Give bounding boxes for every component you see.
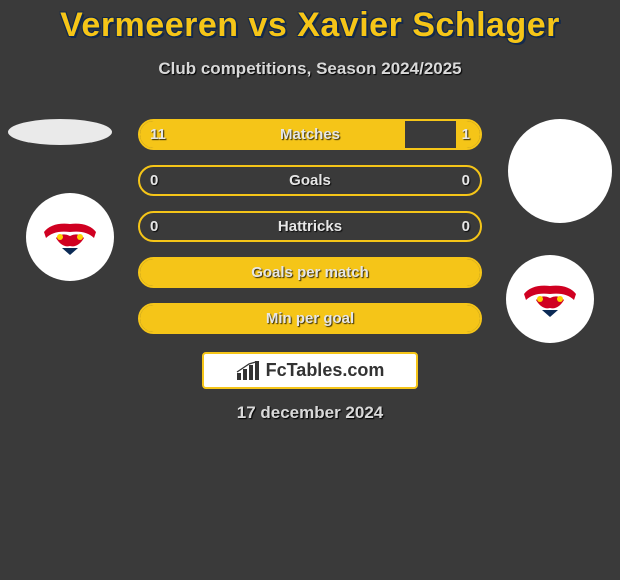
page-title: Vermeeren vs Xavier Schlager: [0, 0, 620, 45]
stat-bar: Goals per match: [138, 257, 482, 288]
player-left-avatar: [8, 119, 112, 145]
stat-label: Goals: [140, 167, 480, 194]
club-right-badge: [506, 255, 594, 343]
branding-text: FcTables.com: [266, 360, 385, 381]
date-label: 17 december 2024: [0, 403, 620, 423]
stat-bar: 11 Matches 1: [138, 119, 482, 150]
rb-leipzig-logo-icon: [522, 280, 578, 318]
rb-leipzig-logo-icon: [42, 218, 98, 256]
stat-value-right: 0: [462, 167, 470, 194]
stat-label: Goals per match: [140, 259, 480, 286]
stat-value-right: 1: [462, 121, 470, 148]
stat-bars: 11 Matches 1 0 Goals 0 0 Hattricks 0 Goa…: [138, 119, 482, 334]
player-right-avatar: [508, 119, 612, 223]
bar-chart-icon: [236, 361, 262, 381]
stat-bar: 0 Goals 0: [138, 165, 482, 196]
stat-label: Hattricks: [140, 213, 480, 240]
branding-badge: FcTables.com: [202, 352, 418, 389]
stat-value-right: 0: [462, 213, 470, 240]
stats-section: 11 Matches 1 0 Goals 0 0 Hattricks 0 Goa…: [0, 119, 620, 423]
stat-label: Matches: [140, 121, 480, 148]
stat-bar: 0 Hattricks 0: [138, 211, 482, 242]
subtitle: Club competitions, Season 2024/2025: [0, 59, 620, 79]
club-left-badge: [26, 193, 114, 281]
stat-bar: Min per goal: [138, 303, 482, 334]
stat-label: Min per goal: [140, 305, 480, 332]
